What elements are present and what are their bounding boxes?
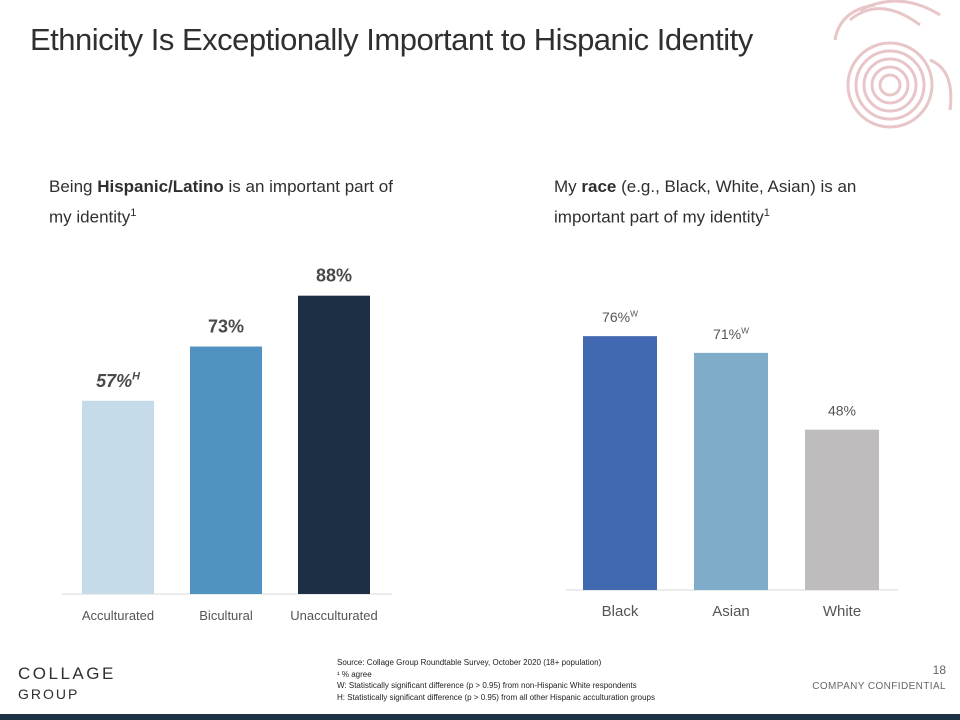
decorative-swirl-icon	[833, 0, 953, 129]
data-label-unacculturated: 88%	[316, 266, 352, 286]
bar-white	[805, 429, 879, 590]
page-number: 18	[932, 663, 946, 677]
left-subtitle-bold: Hispanic/Latino	[97, 177, 224, 196]
category-label-black: Black	[602, 603, 639, 620]
data-label-black: 76%W	[602, 309, 638, 326]
category-label-white: White	[823, 603, 861, 620]
left-subtitle-sup: 1	[130, 207, 137, 219]
bottom-bar	[0, 714, 960, 720]
chart-2: 76%W Black 71%W Asian 48% White	[566, 309, 898, 620]
right-subtitle-pre: My	[554, 177, 582, 196]
data-label-acculturated: 57%H	[96, 371, 140, 391]
footnote-h: H: Statistically significant difference …	[337, 692, 656, 702]
confidential-label: COMPANY CONFIDENTIAL	[812, 681, 946, 692]
category-label-unacculturated: Unacculturated	[290, 608, 377, 623]
category-label-acculturated: Acculturated	[82, 608, 154, 623]
bar-bicultural	[190, 346, 262, 594]
footnote-w: W: Statistically significant difference …	[337, 681, 637, 690]
data-label-white: 48%	[828, 403, 856, 419]
logo-line-2: GROUP	[18, 686, 80, 702]
footnotes: Source: Collage Group Roundtable Survey,…	[337, 657, 655, 703]
right-subtitle-post: (e.g., Black, White, Asian) is an import…	[554, 177, 857, 227]
collage-group-logo: COLLAGE GROUP	[18, 664, 116, 704]
category-label-asian: Asian	[712, 603, 750, 620]
bar-asian	[694, 352, 768, 590]
right-chart-subtitle: My race (e.g., Black, White, Asian) is a…	[554, 174, 914, 231]
right-subtitle-sup: 1	[763, 207, 770, 219]
bar-unacculturated	[298, 295, 370, 594]
category-label-bicultural: Bicultural	[199, 608, 253, 623]
bar-acculturated	[82, 400, 154, 594]
left-chart-subtitle: Being Hispanic/Latino is an important pa…	[49, 174, 399, 231]
chart-1: 57%H Acculturated 73% Bicultural 88% Unaccult…	[62, 266, 392, 623]
slide-title: Ethnicity Is Exceptionally Important to …	[30, 22, 753, 57]
left-subtitle-pre: Being	[49, 177, 98, 196]
bar-black	[583, 336, 657, 590]
right-subtitle-bold: race	[581, 177, 617, 196]
logo-line-1: COLLAGE	[18, 664, 116, 683]
footnote-source: Source: Collage Group Roundtable Survey,…	[337, 658, 602, 667]
data-label-asian: 71%W	[713, 325, 749, 342]
footnote-1: ¹ % agree	[337, 669, 372, 679]
data-label-bicultural: 73%	[208, 317, 244, 337]
left-subtitle-post: is an important part of my identity	[49, 177, 393, 227]
